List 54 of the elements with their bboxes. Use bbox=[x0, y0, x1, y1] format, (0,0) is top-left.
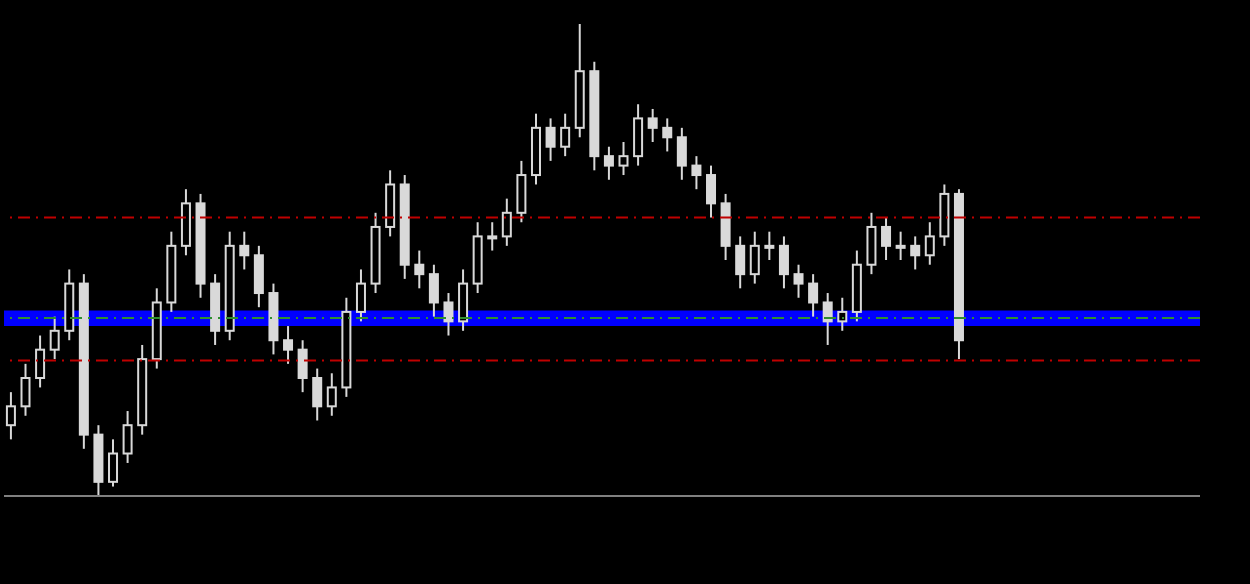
candlestick bbox=[560, 112, 571, 158]
candlestick bbox=[603, 145, 614, 181]
candlestick bbox=[881, 216, 892, 261]
candlestick bbox=[35, 334, 46, 389]
candlestick bbox=[749, 230, 760, 285]
candlestick bbox=[530, 112, 541, 186]
candlestick bbox=[5, 391, 16, 441]
candlestick bbox=[910, 235, 921, 271]
candlestick bbox=[851, 249, 862, 323]
candlestick bbox=[385, 169, 396, 238]
candlestick bbox=[895, 230, 906, 261]
candlestick bbox=[720, 192, 731, 261]
candlestick bbox=[837, 296, 848, 332]
candlestick bbox=[822, 292, 833, 346]
candlestick bbox=[516, 159, 527, 224]
candlestick bbox=[93, 424, 104, 496]
candlestick bbox=[355, 268, 366, 323]
candlestick bbox=[268, 282, 279, 356]
candlestick bbox=[297, 339, 308, 394]
candlestick bbox=[939, 183, 950, 247]
candlestick bbox=[326, 372, 337, 417]
candlestick bbox=[239, 230, 250, 271]
candlestick bbox=[691, 155, 702, 191]
candlestick bbox=[428, 263, 439, 318]
candlestick bbox=[778, 235, 789, 290]
candlestick bbox=[180, 188, 191, 257]
candlestick bbox=[312, 367, 323, 422]
candlestick bbox=[49, 315, 60, 361]
candlestick bbox=[210, 273, 221, 346]
candlestick bbox=[808, 273, 819, 318]
candlestick bbox=[924, 221, 935, 266]
candlestick bbox=[647, 107, 658, 143]
candlestick bbox=[662, 117, 673, 153]
candlestick bbox=[706, 164, 717, 219]
candlestick bbox=[20, 362, 31, 417]
candlestick bbox=[472, 221, 483, 295]
candlestick bbox=[618, 141, 629, 177]
candlestick bbox=[283, 325, 294, 365]
candlestick bbox=[108, 438, 119, 488]
candlestick bbox=[866, 211, 877, 276]
candlestick bbox=[64, 268, 75, 342]
candlestick bbox=[487, 221, 498, 252]
candlestick bbox=[545, 117, 556, 162]
candlestick bbox=[735, 235, 746, 290]
candlestick bbox=[414, 249, 425, 290]
candlestick bbox=[253, 244, 264, 309]
candlestick bbox=[793, 263, 804, 299]
candlestick bbox=[633, 103, 644, 167]
candlestick bbox=[676, 126, 687, 181]
candlestick bbox=[764, 230, 775, 261]
candlestick bbox=[501, 197, 512, 247]
candlestick bbox=[122, 410, 133, 464]
candlestick bbox=[458, 268, 469, 332]
candlestick bbox=[443, 292, 454, 337]
